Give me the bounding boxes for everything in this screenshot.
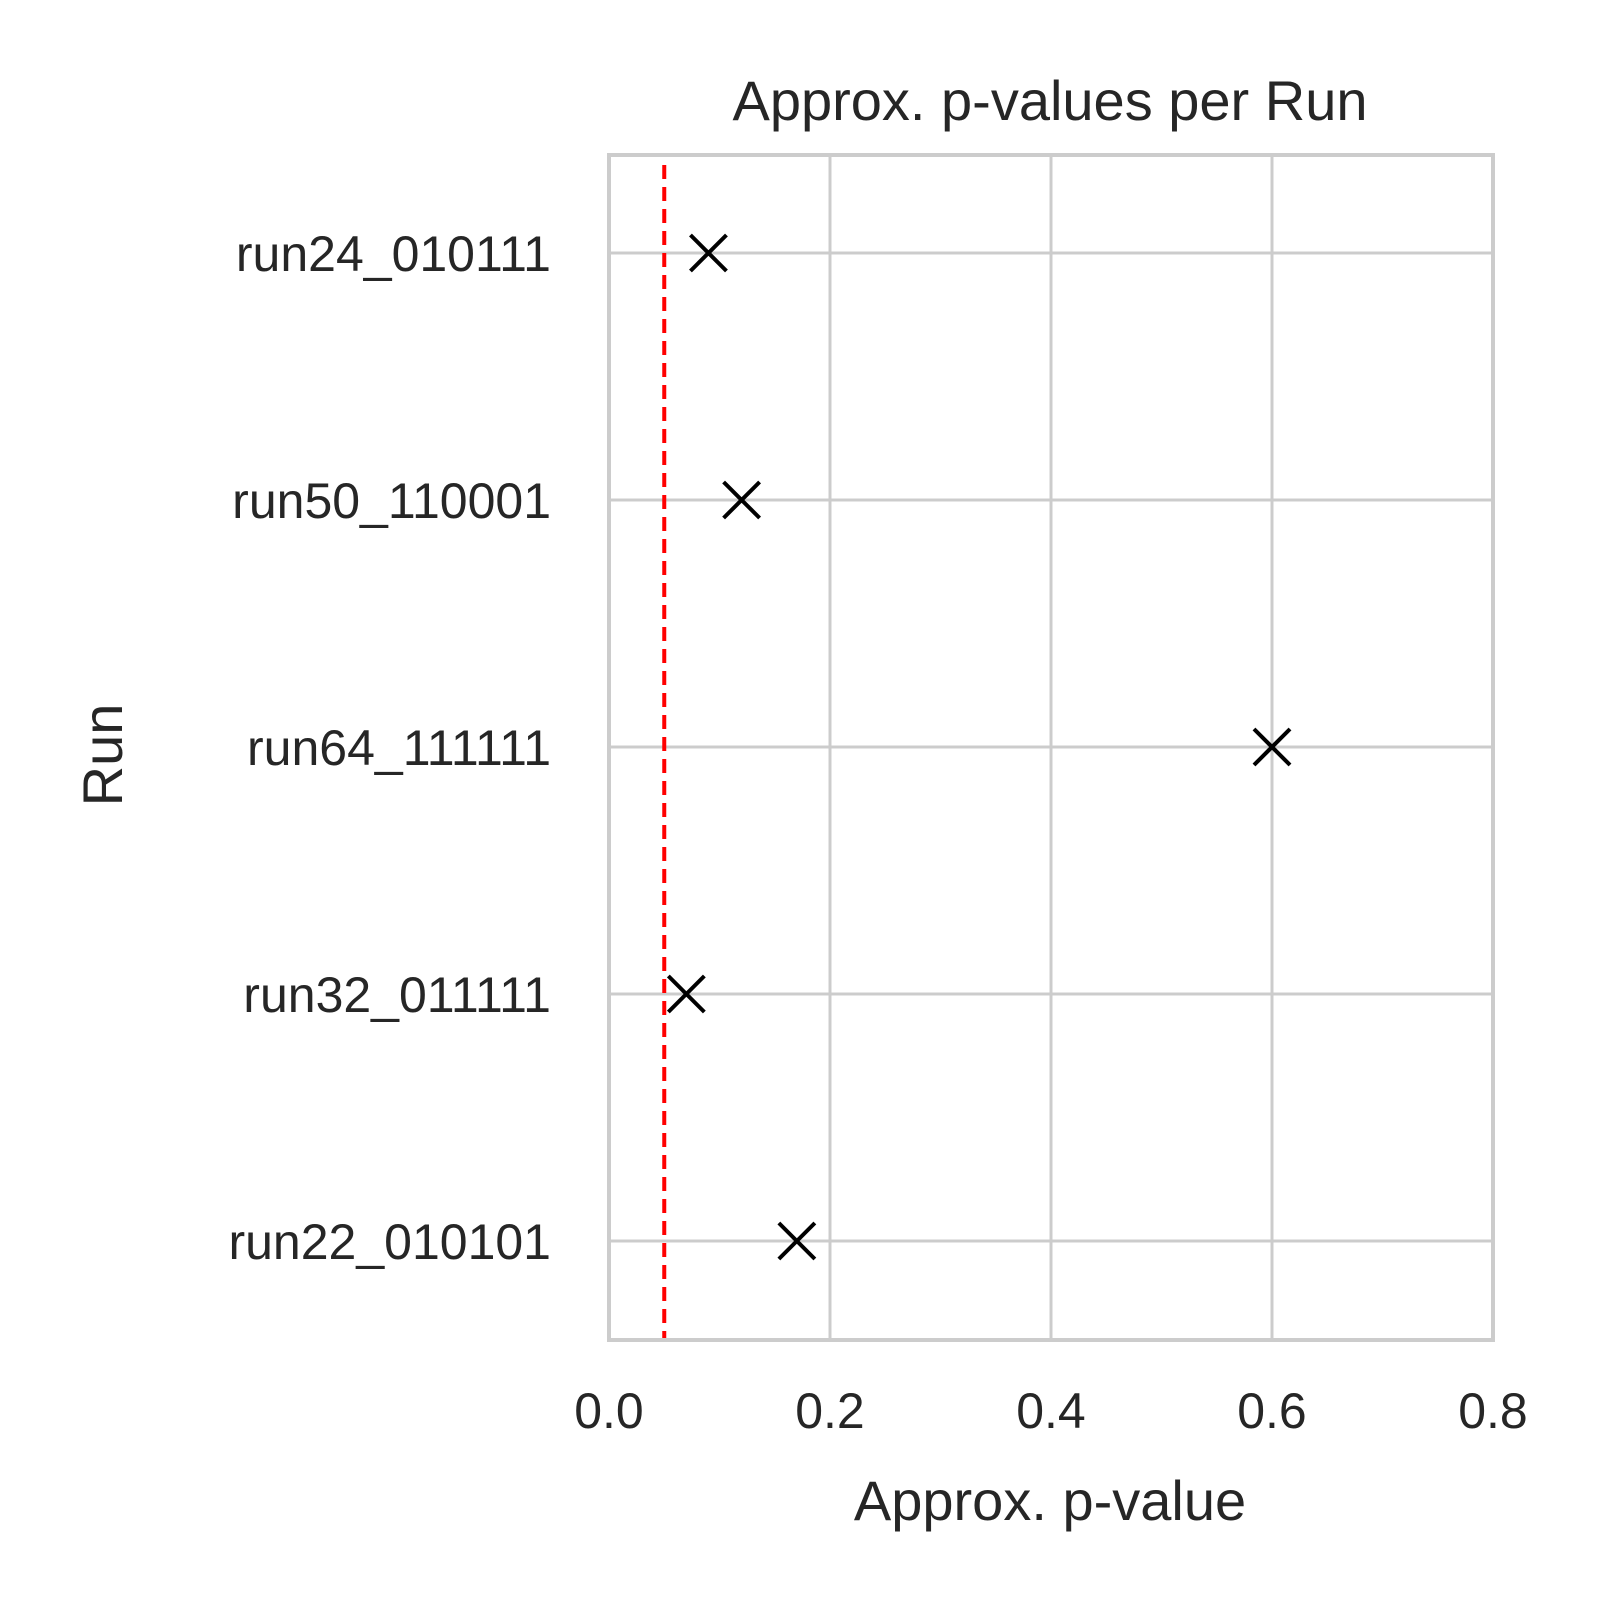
- y-tick-label: run22_010101: [228, 1214, 551, 1270]
- y-tick-label: run32_011111: [243, 967, 551, 1023]
- x-tick-label: 0.6: [1237, 1383, 1307, 1439]
- y-tick-labels: run24_010111 run50_110001 run64_111111 run3…: [228, 226, 551, 1270]
- y-tick-label: run24_010111: [236, 226, 551, 282]
- y-axis-label: Run: [71, 704, 134, 807]
- x-tick-labels: 0.0 0.2 0.4 0.6 0.8: [574, 1383, 1528, 1439]
- data-point-run32_011111: [666, 974, 706, 1014]
- marker-stroke: [666, 974, 706, 1014]
- x-tick-label: 0.2: [795, 1383, 865, 1439]
- plot-frame: [607, 153, 1495, 1342]
- data-point-run50_110001: [722, 480, 762, 520]
- data-point-run24_010111: [689, 233, 728, 273]
- marker-stroke: [722, 480, 762, 520]
- data-points: [666, 233, 1292, 1261]
- x-axis-label: Approx. p-value: [854, 1469, 1246, 1532]
- y-tick-label: run50_110001: [232, 473, 551, 529]
- marker-stroke: [1252, 727, 1292, 767]
- chart-title: Approx. p-values per Run: [732, 69, 1367, 132]
- y-tick-label: run64_111111: [247, 720, 551, 776]
- x-tick-label: 0.0: [574, 1383, 644, 1439]
- data-point-run22_010101: [777, 1221, 817, 1261]
- x-tick-label: 0.8: [1458, 1383, 1528, 1439]
- x-tick-label: 0.4: [1016, 1383, 1086, 1439]
- data-point-run64_111111: [1252, 727, 1292, 767]
- marker-stroke: [689, 233, 728, 273]
- marker-stroke: [777, 1221, 817, 1261]
- grid-lines: [607, 155, 1495, 1340]
